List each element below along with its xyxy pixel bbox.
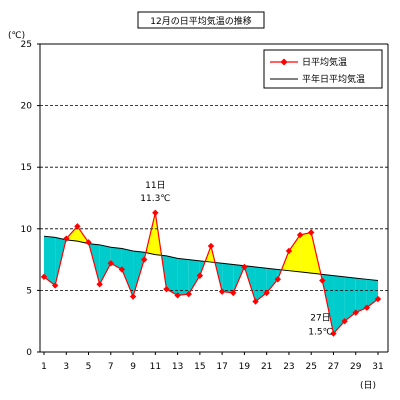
daily-temperature-series — [40, 209, 382, 337]
normal-temperature-series — [43, 235, 379, 282]
legend-label-normal: 平年日平均気温 — [302, 73, 365, 85]
data-point-marker — [118, 266, 126, 273]
y-tick-label: 20 — [21, 102, 33, 112]
data-point-marker — [51, 282, 59, 289]
x-tick-label: 25 — [305, 362, 316, 372]
difference-fill-segment — [99, 244, 111, 285]
data-point-marker — [152, 209, 159, 216]
chart-title: 12月の日平均気温の推移 — [150, 15, 251, 27]
data-point-marker — [63, 235, 70, 242]
legend-box — [263, 49, 383, 89]
y-tick-label: 15 — [21, 163, 32, 173]
annotation-day-label: 11日 — [145, 180, 165, 191]
normal-temperature-line — [43, 235, 379, 282]
data-point-marker — [285, 247, 293, 255]
difference-fill-segment — [133, 250, 145, 297]
x-tick-label: 15 — [194, 362, 205, 372]
y-tick-labels: 0 5 10 15 20 25 — [21, 40, 40, 358]
data-point-marker — [341, 318, 348, 325]
data-point-marker — [40, 273, 48, 281]
x-tick-label: 29 — [350, 362, 362, 372]
data-point-marker — [207, 242, 215, 250]
data-point-marker — [296, 231, 304, 239]
data-point-marker — [174, 292, 181, 299]
difference-fill-segment — [288, 234, 301, 272]
x-tick-label: 1 — [41, 362, 47, 372]
x-tick-label: 9 — [130, 362, 136, 372]
difference-fill-segment — [300, 232, 312, 274]
legend: 日平均気温 平年日平均気温 — [263, 49, 383, 89]
y-tick-label: 10 — [21, 225, 33, 235]
x-tick-label: 11 — [150, 362, 161, 372]
data-point-marker — [129, 293, 137, 300]
difference-fill-segment — [355, 278, 367, 313]
data-point-marker — [363, 304, 371, 311]
data-point-marker — [107, 260, 114, 267]
data-point-marker — [218, 288, 226, 295]
data-point-marker — [96, 281, 103, 288]
data-point-marker — [274, 276, 281, 283]
y-tick-label: 0 — [26, 348, 32, 358]
difference-fill-segment — [344, 276, 356, 322]
x-tick-label: 5 — [86, 362, 92, 372]
x-tick-label: 21 — [261, 362, 272, 372]
legend-label-daily: 日平均気温 — [302, 56, 347, 68]
data-point-marker — [374, 295, 382, 303]
difference-fill-segment — [44, 236, 56, 286]
data-point-marker — [308, 229, 315, 236]
difference-fill-segment — [121, 248, 134, 297]
legend-swatch-marker-daily — [280, 58, 288, 66]
annotation-value-label: 11.3℃ — [140, 194, 170, 204]
data-point-marker — [330, 330, 337, 337]
chart-title-box — [137, 11, 265, 29]
data-point-marker — [185, 290, 192, 298]
x-tick-labels: 1 3 5 7 9 11 13 15 17 19 21 23 25 27 29 31 — [41, 352, 384, 372]
data-point-marker — [85, 239, 92, 246]
annotations: 11日 11.3℃ 27日 1.5℃ — [140, 180, 332, 338]
y-axis-label: (℃) — [8, 31, 25, 41]
difference-fill-segment — [177, 258, 189, 296]
x-tick-label: 23 — [283, 362, 294, 372]
data-point-marker — [141, 256, 148, 263]
x-tick-label: 7 — [108, 362, 114, 372]
x-tick-label: 13 — [172, 362, 183, 372]
difference-fill-segment — [188, 259, 200, 295]
y-tick-label: 25 — [21, 40, 32, 50]
data-point-marker — [252, 298, 259, 305]
annotation-value-label: 1.5℃ — [308, 328, 332, 338]
difference-fill-segment — [266, 268, 278, 293]
grid-lines — [40, 105, 388, 291]
x-tick-label: 3 — [63, 362, 69, 372]
data-point-marker — [263, 289, 270, 297]
data-point-marker — [196, 272, 204, 279]
x-tick-label: 31 — [372, 362, 383, 372]
x-axis-label: (日) — [360, 380, 376, 391]
data-point-marker — [230, 289, 237, 297]
x-tick-label: 19 — [239, 362, 251, 372]
x-tick-label: 17 — [216, 362, 227, 372]
y-tick-label: 5 — [26, 286, 32, 296]
x-tick-label: 27 — [328, 362, 339, 372]
annotation-day-label: 27日 — [310, 313, 330, 324]
data-point-marker — [163, 285, 170, 293]
data-point-marker — [241, 263, 248, 271]
difference-fill-segment — [110, 247, 122, 270]
difference-fill-segment — [222, 263, 234, 293]
difference-fill-segment — [166, 255, 178, 296]
data-point-marker — [319, 277, 326, 284]
data-point-marker — [352, 309, 359, 316]
data-point-marker — [74, 223, 81, 230]
